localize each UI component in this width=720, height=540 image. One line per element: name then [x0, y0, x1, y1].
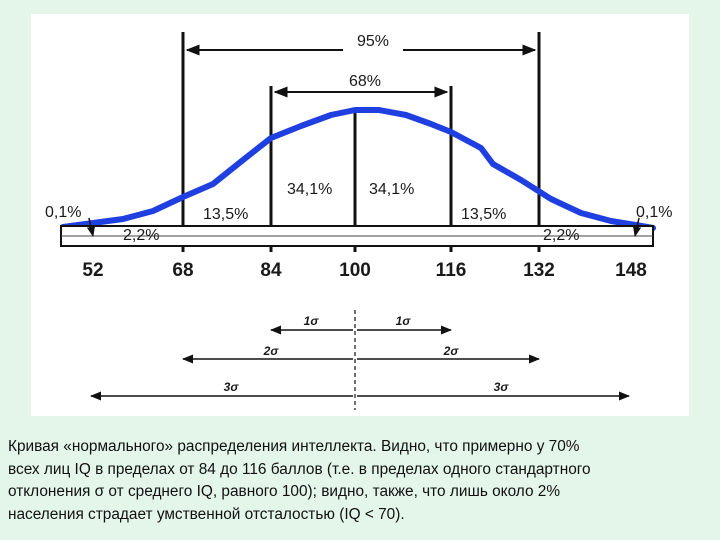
- label-band1-right: 13,5%: [461, 206, 506, 223]
- iq-tick-116: 116: [436, 260, 467, 281]
- iq-tick-labels: 52 68 84 100 116 132 148: [82, 260, 646, 281]
- sigma-3-right-label: 3σ: [494, 380, 510, 394]
- bell-curve: [60, 107, 656, 231]
- label-band2-left: 2,2%: [123, 227, 159, 244]
- bracket-68-label: 68%: [349, 73, 381, 90]
- distribution-diagram: 95% 68% 0,1% 0,1% 2,2% 2,2% 13,5% 13,5% …: [45, 30, 672, 410]
- label-band1-left: 13,5%: [203, 206, 248, 223]
- sigma-3-left-label: 3σ: [224, 380, 240, 394]
- figure-caption: Кривая «нормального» распределения интел…: [8, 438, 591, 523]
- sigma-1-right-label: 1σ: [396, 314, 412, 328]
- iq-tick-68: 68: [172, 260, 193, 281]
- normal-distribution-figure: 95% 68% 0,1% 0,1% 2,2% 2,2% 13,5% 13,5% …: [31, 14, 689, 416]
- tail-left-pointer: [86, 217, 96, 238]
- label-tail-right: 0,1%: [636, 204, 672, 221]
- label-band2-right: 2,2%: [543, 227, 579, 244]
- tail-right-pointer: [632, 217, 642, 238]
- sigma-2-left-label: 2σ: [263, 344, 280, 358]
- sigma-1-left-label: 1σ: [304, 314, 320, 328]
- iq-tick-100: 100: [339, 260, 371, 281]
- iq-tick-148: 148: [615, 260, 647, 281]
- label-center-right: 34,1%: [369, 181, 414, 198]
- iq-tick-84: 84: [260, 260, 282, 281]
- sigma-2-right-label: 2σ: [443, 344, 460, 358]
- label-tail-left: 0,1%: [45, 204, 81, 221]
- iq-tick-52: 52: [82, 260, 103, 281]
- iq-tick-132: 132: [523, 260, 555, 281]
- label-center-left: 34,1%: [287, 181, 332, 198]
- bracket-95-label: 95%: [357, 33, 389, 50]
